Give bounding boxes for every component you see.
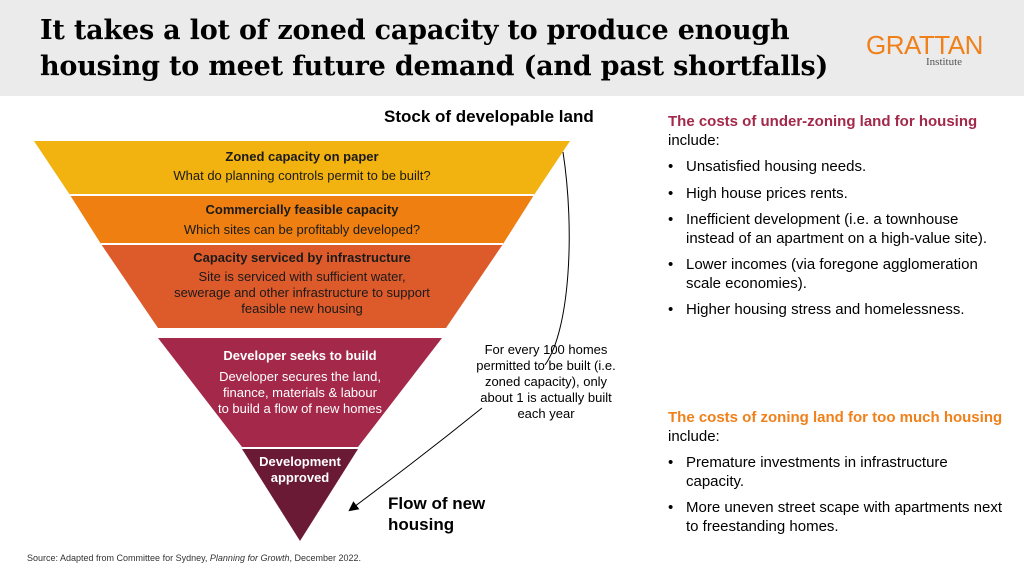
zoned-capacity-label: Zoned capacity on paper What do planning… [110, 149, 494, 184]
serviced-infrastructure-title: Capacity serviced by infrastructure [193, 250, 411, 265]
costs-under-list: Unsatisfied housing needs. High house pr… [668, 158, 1008, 320]
developer-seeks-desc: Developer secures the land, finance, mat… [217, 369, 383, 416]
list-item: Higher housing stress and homelessness. [668, 301, 1008, 320]
source-prefix: Source: Adapted from Committee for Sydne… [27, 553, 210, 563]
band-zoned-capacity [34, 141, 570, 195]
serviced-infrastructure-label: Capacity serviced by infrastructure Site… [160, 250, 444, 317]
logo-wordmark: GRATTAN [866, 30, 983, 60]
source-title: Planning for Growth [209, 553, 290, 563]
source-suffix: , December 2022. [289, 553, 362, 563]
band-developer-seeks-to-build [158, 338, 442, 447]
costs-under-heading: The costs of under-zoning land for housi… [668, 112, 1008, 150]
curved-arrow [350, 151, 570, 510]
title-line-2: housing to meet future demand (and past … [40, 51, 829, 82]
band-commercially-feasible [70, 195, 534, 244]
zoned-capacity-desc: What do planning controls permit to be b… [173, 168, 431, 183]
list-item: Inefficient development (i.e. a townhous… [668, 211, 1008, 248]
source-note: Source: Adapted from Committee for Sydne… [27, 553, 361, 563]
stock-heading: Stock of developable land [384, 107, 594, 126]
commercially-feasible-label: Commercially feasible capacity Which sit… [130, 202, 474, 238]
developer-seeks-label: Developer seeks to build Developer secur… [196, 348, 404, 417]
list-item: More uneven street scape with apartments… [668, 499, 1008, 536]
commercially-feasible-title: Commercially feasible capacity [205, 202, 399, 217]
costs-over-heading-highlight: The costs of zoning land for too much ho… [668, 409, 1003, 426]
costs-over-heading: The costs of zoning land for too much ho… [668, 408, 1008, 446]
list-item: Premature investments in infrastructure … [668, 454, 1008, 491]
list-item: High house prices rents. [668, 185, 1008, 204]
logo-subtitle: Institute [926, 56, 963, 68]
costs-under-heading-rest: include: [668, 132, 720, 149]
development-approved-title: Development approved [259, 454, 341, 485]
page-title: It takes a lot of zoned capacity to prod… [40, 13, 840, 85]
list-item: Lower incomes (via foregone agglomeratio… [668, 256, 1008, 293]
title-line-1: It takes a lot of zoned capacity to prod… [40, 15, 790, 46]
band-development-approved [242, 449, 358, 541]
costs-over-list: Premature investments in infrastructure … [668, 454, 1008, 536]
flow-heading: Flow of new housing [388, 494, 486, 534]
band-serviced-by-infrastructure [101, 244, 503, 328]
list-item: Unsatisfied housing needs. [668, 158, 1008, 177]
costs-under-heading-highlight: The costs of under-zoning land for housi… [668, 113, 978, 130]
developer-seeks-title: Developer seeks to build [223, 348, 377, 363]
serviced-infrastructure-desc: Site is serviced with sufficient water, … [174, 269, 430, 316]
grattan-logo: GRATTAN Institute [866, 30, 986, 68]
zoned-capacity-title: Zoned capacity on paper [225, 149, 379, 164]
commercially-feasible-desc: Which sites can be profitably developed? [183, 222, 421, 237]
costs-over-section: The costs of zoning land for too much ho… [668, 408, 1008, 544]
development-approved-label: Development approved [244, 454, 356, 486]
costs-under-section: The costs of under-zoning land for housi… [668, 112, 1008, 328]
header-banner: It takes a lot of zoned capacity to prod… [0, 0, 1024, 96]
costs-over-heading-rest: include: [668, 428, 720, 445]
annotation-note: For every 100 homes permitted to be buil… [476, 342, 616, 421]
